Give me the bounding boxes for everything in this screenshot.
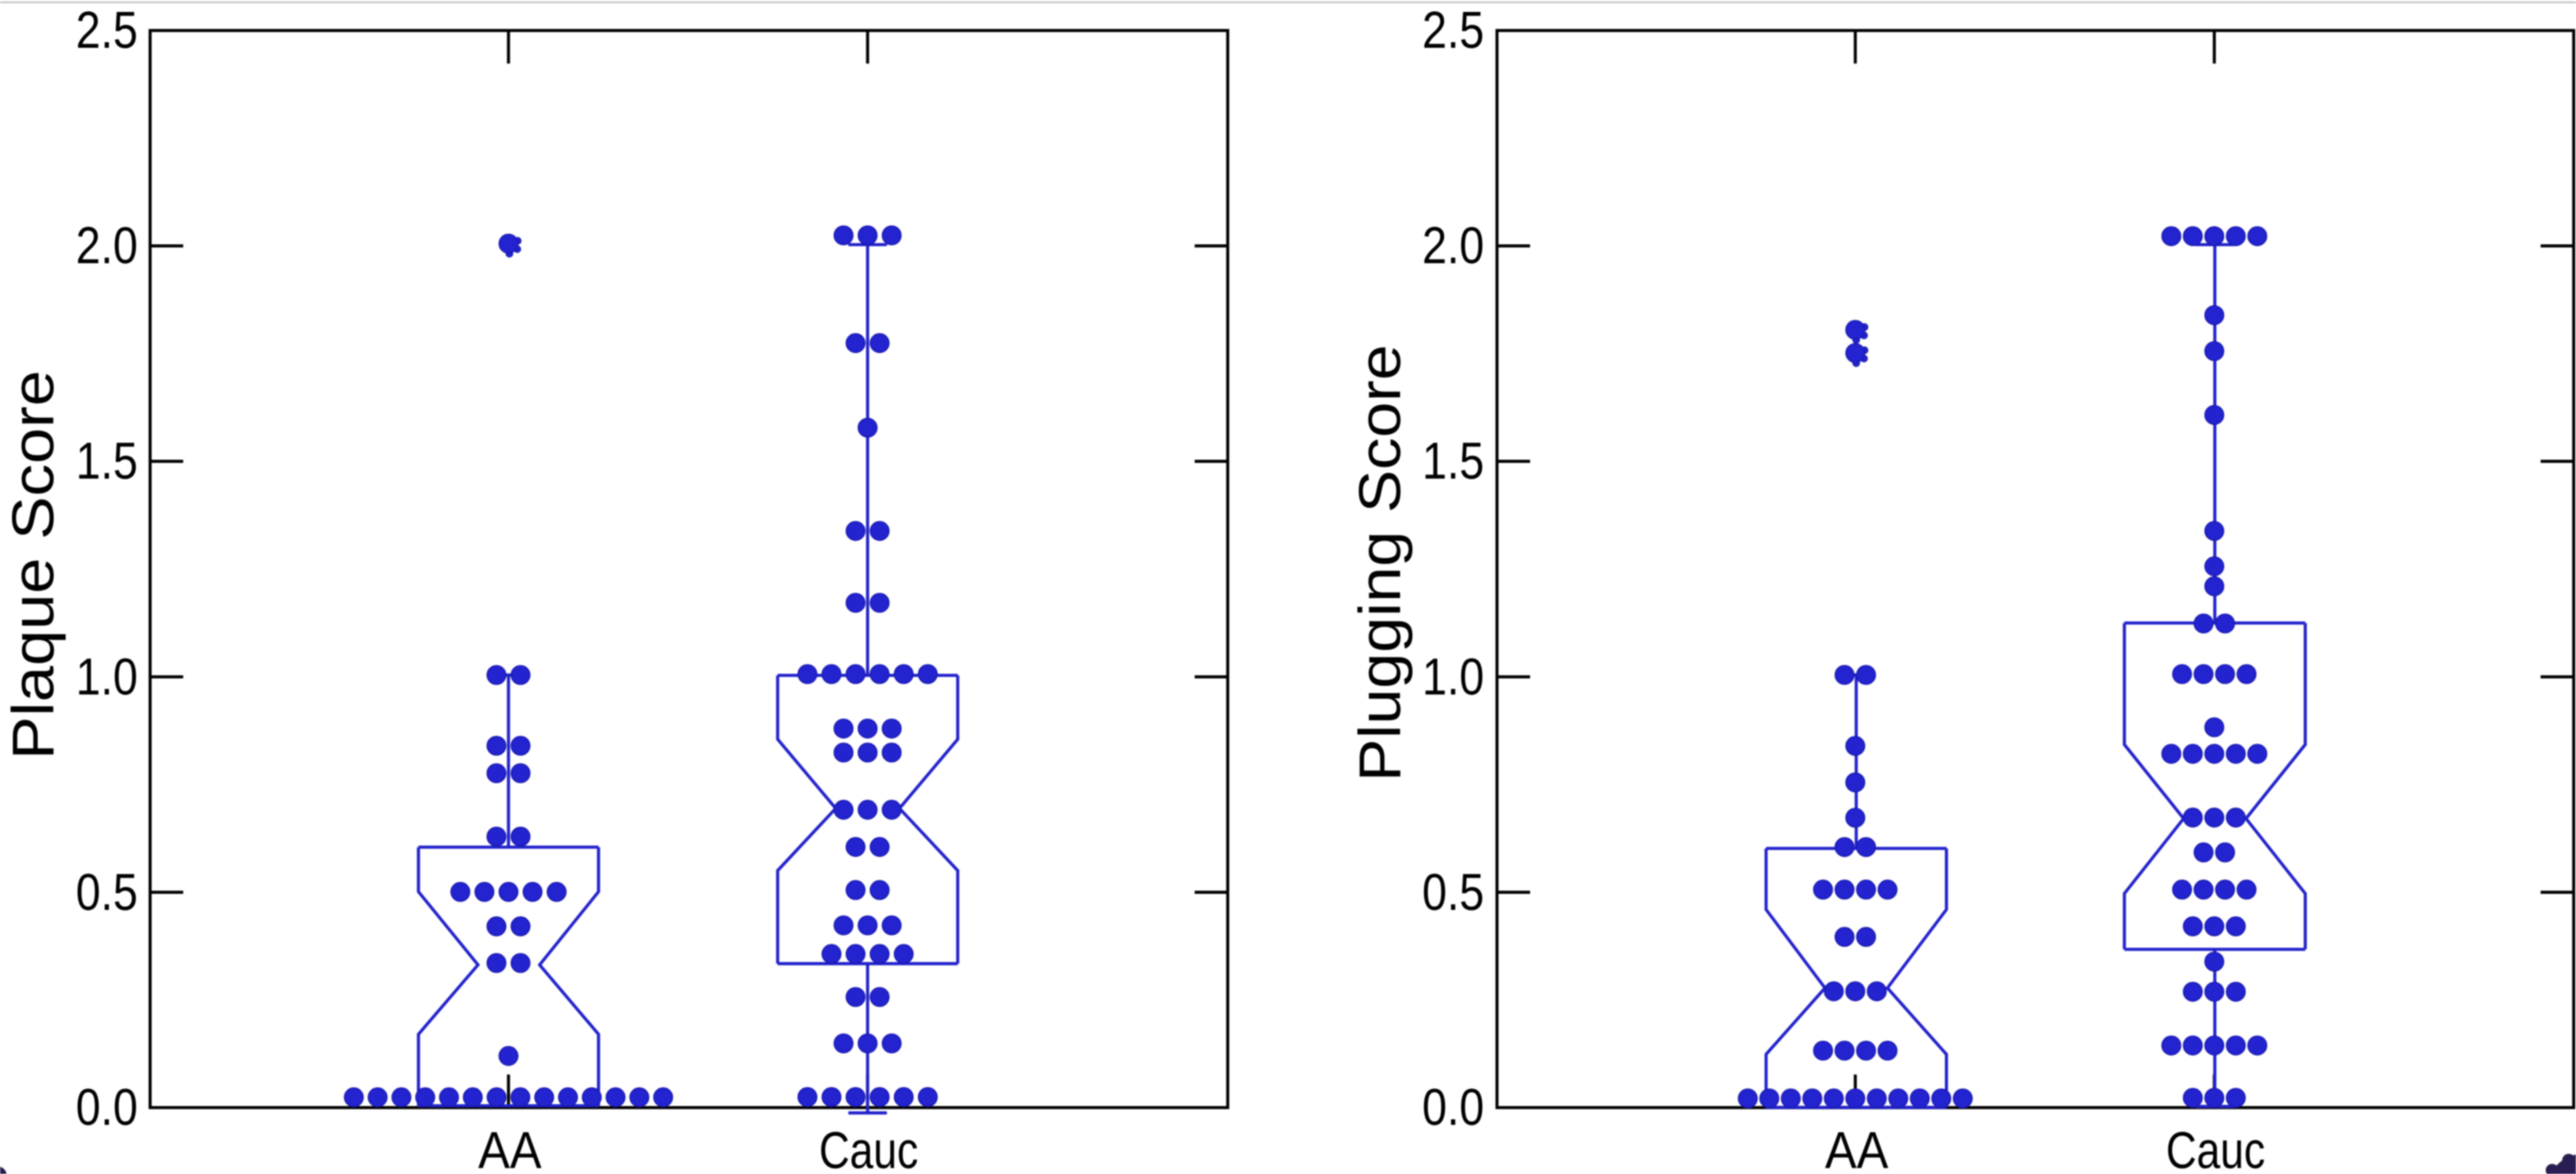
svg-text:1.5: 1.5 bbox=[76, 432, 139, 491]
svg-text:2.5: 2.5 bbox=[76, 1, 139, 60]
svg-text:0.5: 0.5 bbox=[1422, 863, 1485, 921]
svg-text:Cauc: Cauc bbox=[2166, 1122, 2265, 1174]
svg-text:1.0: 1.0 bbox=[1422, 648, 1485, 706]
svg-text:0.0: 0.0 bbox=[1422, 1078, 1485, 1137]
svg-text:2.0: 2.0 bbox=[1422, 217, 1485, 276]
svg-text:0.0: 0.0 bbox=[76, 1078, 139, 1137]
svg-text:Cauc: Cauc bbox=[819, 1122, 919, 1174]
svg-text:Plaque Score: Plaque Score bbox=[0, 370, 66, 760]
svg-text:Plugging Score: Plugging Score bbox=[1347, 344, 1413, 782]
svg-text:AA: AA bbox=[479, 1122, 542, 1174]
svg-text:2.0: 2.0 bbox=[76, 217, 139, 276]
svg-text:0.5: 0.5 bbox=[76, 863, 139, 921]
svg-text:1.0: 1.0 bbox=[76, 648, 139, 706]
svg-text:2.5: 2.5 bbox=[1422, 1, 1485, 60]
svg-text:AA: AA bbox=[1825, 1122, 1889, 1174]
svg-text:1.5: 1.5 bbox=[1422, 432, 1485, 491]
